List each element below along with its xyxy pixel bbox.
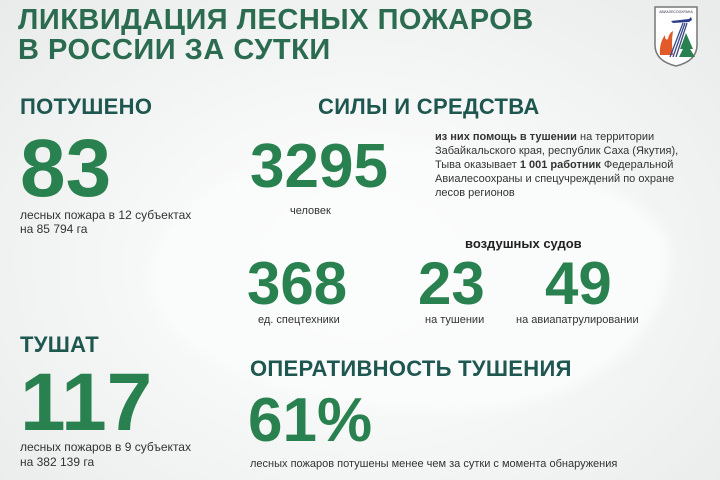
- help-text2: Федеральной Авиалесоохраны и спецучрежде…: [435, 159, 675, 199]
- burning-line1: лесных пожаров в 9 субъектах: [20, 440, 191, 454]
- efficiency-heading: ОПЕРАТИВНОСТЬ ТУШЕНИЯ: [250, 356, 572, 381]
- page-title-line2: В РОССИИ ЗА СУТКИ: [18, 34, 331, 66]
- patrol-aircraft-value: 49: [545, 250, 612, 317]
- burning-value: 117: [20, 357, 153, 448]
- aircraft-heading: воздушных судов: [465, 236, 582, 251]
- svg-text:АВИАЛЕСООХРАНА: АВИАЛЕСООХРАНА: [659, 10, 693, 14]
- firefighting-aircraft-value: 23: [418, 250, 485, 317]
- extinguished-heading: ПОТУШЕНО: [20, 94, 153, 119]
- efficiency-value: 61%: [248, 386, 373, 455]
- help-bold2: 1 001 работник: [519, 159, 601, 171]
- efficiency-label: лесных пожаров потушены менее чем за сут…: [250, 458, 618, 470]
- equipment-value: 368: [247, 250, 348, 317]
- people-label: человек: [290, 205, 331, 217]
- patrol-aircraft-label: на авиапатрулировании: [516, 314, 639, 326]
- extinguished-line1: лесных пожара в 12 субъектах: [20, 208, 192, 222]
- firefighting-aircraft-label: на тушении: [425, 314, 485, 326]
- page-title-line1: ЛИКВИДАЦИЯ ЛЕСНЫХ ПОЖАРОВ: [18, 4, 534, 36]
- russia-map-silhouette: [150, 150, 670, 410]
- extinguished-value: 83: [20, 123, 112, 214]
- forces-heading: СИЛЫ И СРЕДСТВА: [318, 94, 540, 119]
- equipment-label: ед. спецтехники: [258, 314, 340, 326]
- burning-line2: на 382 139 га: [20, 455, 95, 469]
- help-bold: из них помощь в тушении: [435, 131, 577, 143]
- avialesookhrana-logo: АВИАЛЕСООХРАНА: [653, 5, 699, 72]
- people-value: 3295: [250, 132, 388, 201]
- help-paragraph: из них помощь в тушении на территории За…: [435, 130, 705, 200]
- burning-heading: ТУШАТ: [20, 332, 99, 357]
- extinguished-line2: на 85 794 га: [20, 222, 88, 236]
- help-text1: на территории Забайкальского края, респу…: [435, 131, 679, 171]
